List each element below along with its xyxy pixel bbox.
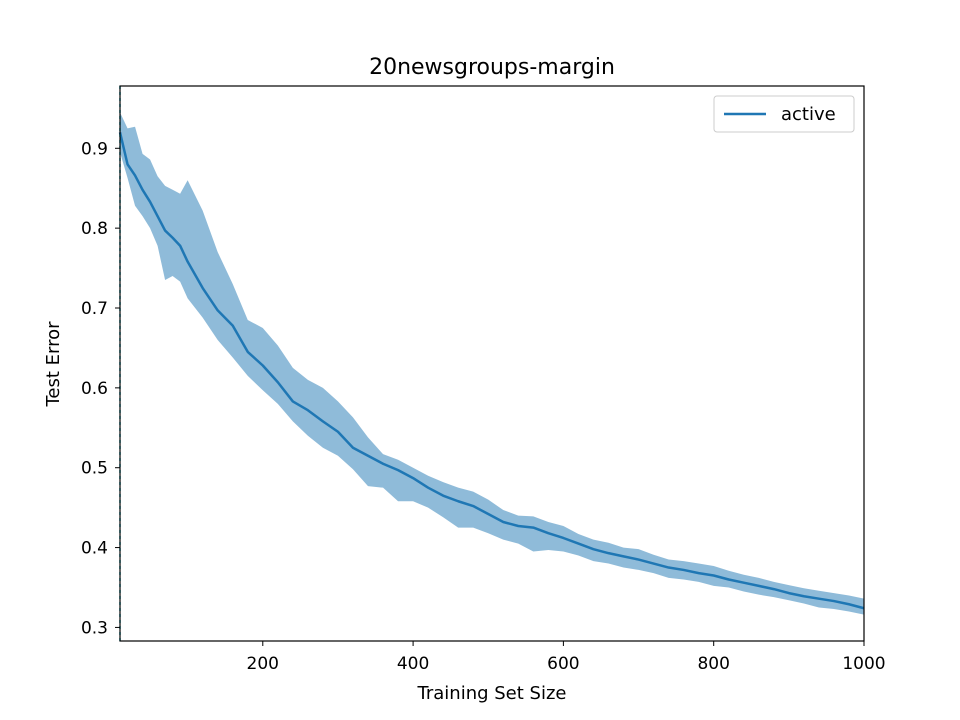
- data-point-active: [743, 582, 745, 584]
- x-axis: 200 400 600 800 1000: [247, 641, 886, 674]
- data-point-active: [134, 174, 136, 176]
- data-point-active: [682, 569, 684, 571]
- data-point-active: [547, 532, 549, 534]
- data-point-active: [427, 486, 429, 488]
- y-tick-label: 0.4: [81, 539, 108, 559]
- data-point-active: [652, 562, 654, 564]
- data-point-active: [412, 477, 414, 479]
- data-point-active: [149, 201, 151, 203]
- data-point-active: [367, 455, 369, 457]
- data-point-active: [728, 578, 730, 580]
- y-tick-label: 0.9: [81, 139, 108, 159]
- y-axis-title: Test Error: [43, 321, 64, 408]
- x-tick-label: 400: [397, 654, 429, 674]
- data-point-active: [292, 400, 294, 402]
- data-point-active: [141, 189, 143, 191]
- data-point-active: [517, 525, 519, 527]
- data-point-active: [171, 237, 173, 239]
- data-point-active: [592, 548, 594, 550]
- plot-frame: [119, 85, 865, 642]
- x-axis-title: Training Set Size: [417, 683, 567, 704]
- data-point-active: [472, 505, 474, 507]
- x-tick-label: 1000: [842, 654, 885, 674]
- data-point-active: [201, 287, 203, 289]
- x-tick-label: 600: [547, 654, 579, 674]
- data-point-active: [833, 600, 835, 602]
- chart-title: 20newsgroups-margin: [369, 55, 615, 80]
- data-point-active: [179, 245, 181, 247]
- data-point-active: [758, 585, 760, 587]
- legend-box: [713, 95, 855, 133]
- data-point-active: [818, 597, 820, 599]
- data-point-active: [186, 260, 188, 262]
- data-point-active: [487, 513, 489, 515]
- data-point-active: [322, 420, 324, 422]
- data-point-active: [262, 364, 264, 366]
- y-axis: 0.3 0.4 0.5 0.6 0.7 0.8 0.9: [81, 139, 120, 638]
- data-point-active: [607, 552, 609, 554]
- data-point-active: [773, 588, 775, 590]
- data-point-active: [502, 521, 504, 523]
- data-point-active: [156, 215, 158, 217]
- data-point-active: [337, 431, 339, 433]
- data-point-active: [126, 163, 128, 165]
- series-line-active: [118, 132, 865, 610]
- data-point-active: [622, 555, 624, 557]
- y-tick-label: 0.5: [81, 459, 108, 479]
- data-point-active: [788, 592, 790, 594]
- data-point-active: [637, 558, 639, 560]
- data-point-active: [848, 603, 850, 605]
- data-point-active: [217, 309, 219, 311]
- data-point-active: [397, 469, 399, 471]
- legend: active: [713, 95, 855, 133]
- confidence-band-active: [120, 112, 864, 615]
- legend-label-active: active: [781, 104, 836, 125]
- data-point-active: [457, 500, 459, 502]
- x-tick-label: 200: [247, 654, 279, 674]
- data-point-active: [803, 595, 805, 597]
- data-point-active: [667, 566, 669, 568]
- data-point-active: [562, 537, 564, 539]
- y-tick-label: 0.8: [81, 219, 108, 239]
- data-point-active: [307, 409, 309, 411]
- data-point-active: [532, 526, 534, 528]
- data-point-active: [713, 574, 715, 576]
- data-point-active: [577, 542, 579, 544]
- data-point-active: [697, 572, 699, 574]
- y-tick-label: 0.3: [81, 618, 108, 638]
- data-point-active: [232, 324, 234, 326]
- data-point-active: [442, 494, 444, 496]
- x-tick-label: 800: [697, 654, 729, 674]
- y-tick-label: 0.6: [81, 379, 108, 399]
- data-point-active: [277, 381, 279, 383]
- data-point-active: [382, 463, 384, 465]
- data-point-active: [247, 351, 249, 353]
- y-tick-label: 0.7: [81, 299, 108, 319]
- data-point-active: [352, 447, 354, 449]
- data-point-active: [164, 229, 166, 231]
